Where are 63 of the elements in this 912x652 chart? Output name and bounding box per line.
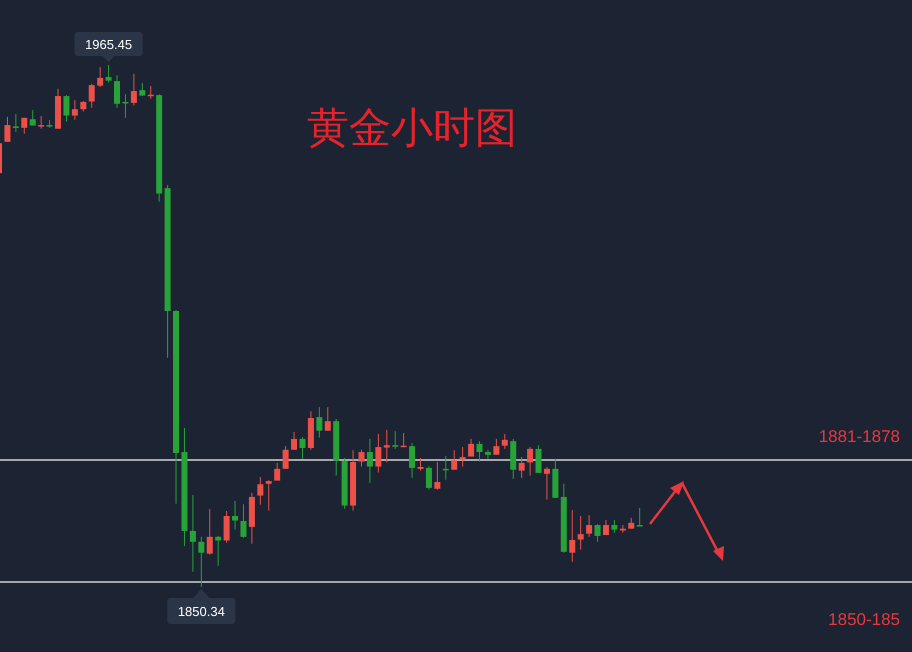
text: 1850-185 <box>828 610 900 629</box>
candlestick <box>148 86 154 100</box>
candlestick <box>88 83 95 108</box>
candlestick <box>206 508 213 556</box>
candlestick <box>282 446 289 470</box>
candlestick <box>198 536 204 588</box>
candlestick <box>274 462 280 482</box>
candlestick <box>80 100 86 112</box>
candlestick <box>602 520 609 536</box>
candlestick <box>451 450 458 470</box>
candlestick <box>375 433 382 473</box>
candlestick <box>611 520 618 534</box>
candlestick <box>30 110 36 126</box>
candlestick <box>232 500 238 530</box>
candlestick <box>316 406 322 438</box>
candlestick <box>240 504 246 538</box>
candlestick <box>384 429 390 463</box>
candlestick <box>21 117 28 134</box>
candlestick <box>484 449 491 460</box>
text: 黄金小时图 <box>307 104 517 151</box>
annotation: 1965.45 <box>85 37 132 52</box>
candlestick <box>493 438 500 456</box>
candlestick <box>190 494 196 572</box>
candlestick <box>392 430 398 450</box>
candlestick <box>266 480 272 512</box>
candlestick <box>544 466 550 500</box>
text: 1881-1878 <box>818 426 900 446</box>
candlestick <box>518 456 525 478</box>
candlestick <box>594 524 601 542</box>
candlestick <box>586 514 592 538</box>
candlestick <box>578 515 584 550</box>
candlestick <box>636 507 643 527</box>
annotation: 1850.34 <box>178 604 225 619</box>
candlestick <box>366 438 373 484</box>
candlestick <box>527 446 534 476</box>
candlestick <box>130 73 137 106</box>
candlestick <box>63 94 70 122</box>
candlestick <box>502 433 508 450</box>
candlestick <box>72 100 78 120</box>
candlestick <box>426 466 432 490</box>
candlestick <box>4 116 10 142</box>
candlestick <box>299 436 306 460</box>
candlestick <box>460 446 466 468</box>
candlestick <box>468 438 474 458</box>
candlestick <box>291 432 298 450</box>
candlestick <box>324 406 331 432</box>
candlestick <box>569 510 576 562</box>
candlestick <box>442 456 449 480</box>
candlestick <box>257 476 264 506</box>
candlestick <box>106 64 112 83</box>
candlestick <box>12 114 19 132</box>
candlestick <box>114 74 120 108</box>
candlestick <box>97 66 104 88</box>
candlestick <box>476 440 483 462</box>
candlestick <box>38 116 44 130</box>
candlestick <box>434 462 440 490</box>
candlestick <box>409 442 416 478</box>
candlestick <box>358 449 364 468</box>
candlestick <box>418 457 424 472</box>
candlestick <box>122 94 128 118</box>
candlestick <box>139 82 146 96</box>
candlestick <box>215 535 222 566</box>
candlestick <box>400 432 407 448</box>
